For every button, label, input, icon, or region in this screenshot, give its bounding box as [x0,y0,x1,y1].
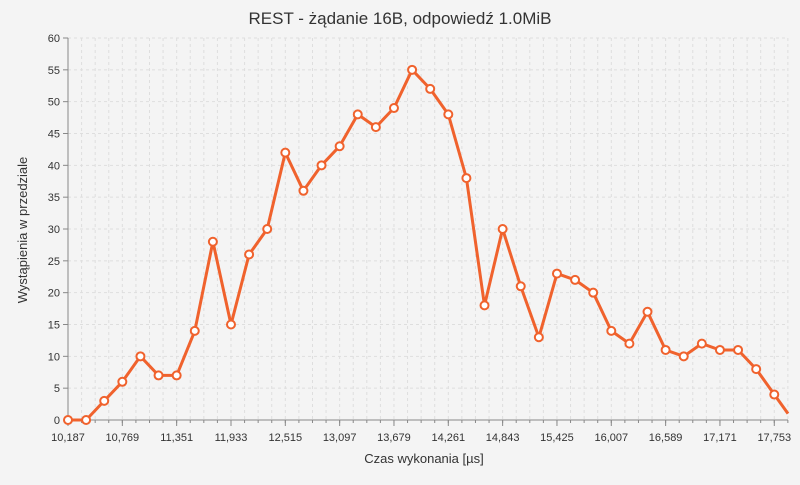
data-point [189,325,200,336]
data-point [533,332,544,343]
data-point [244,249,255,260]
data-point [570,274,581,285]
x-tick-label: 11,933 [215,432,248,444]
data-point [606,325,617,336]
data-point [153,370,164,381]
data-point [171,370,182,381]
data-point [624,338,635,349]
data-point [298,185,309,196]
x-tick-label: 13,679 [377,432,411,444]
data-point [407,64,418,75]
y-tick-label: 5 [54,383,60,395]
y-tick-label: 50 [48,97,60,109]
data-point [733,344,744,355]
data-point [334,141,345,152]
data-point [370,122,381,133]
y-tick-label: 15 [48,320,60,332]
x-tick-label: 17,171 [703,432,737,444]
chart-title: REST - żądanie 16B, odpowiedź 1.0MiB [248,9,551,28]
x-tick-label: 14,261 [431,432,465,444]
data-point [207,236,218,247]
data-point [497,224,508,234]
data-point [678,351,689,362]
data-point [714,344,725,355]
y-tick-label: 60 [48,33,60,45]
data-point [262,224,273,234]
data-point [443,109,454,120]
data-point [352,109,363,120]
data-point [551,268,562,279]
axes: 0 5 10 15 20 25 30 35 40 45 50 55 60 10,187 10,769 11,3… [48,33,791,444]
x-tick-label: 15,425 [540,432,574,444]
y-tick-label: 30 [48,224,60,236]
x-axis-label: Czas wykonania [µs] [364,451,483,466]
data-point [117,376,128,387]
y-tick-label: 45 [48,129,60,141]
data-point [588,287,599,298]
data-point [388,103,399,114]
x-tick-label: 14,843 [486,432,520,444]
data-point [425,83,436,94]
data-point [135,351,146,362]
y-tick-label: 0 [54,415,60,427]
data-point [642,306,653,317]
y-axis-label: Wystąpienia w przedziale [15,157,30,304]
y-tick-label: 55 [48,65,60,77]
x-tick-label: 12,515 [268,432,302,444]
data-point [515,281,526,292]
data-point [461,173,472,184]
data-point [280,147,291,158]
x-tick-label: 17,753 [757,432,791,444]
x-tick-label: 13,097 [323,432,357,444]
x-tick-label: 16,007 [594,432,628,444]
data-point [225,319,236,330]
x-tick-label: 16,589 [649,432,683,444]
y-tick-label: 25 [48,256,60,268]
marker-layer [63,64,780,425]
y-tick-label: 10 [48,351,60,363]
x-tick-label: 11,351 [160,432,193,444]
gridlines [67,37,789,421]
y-tick-label: 35 [48,192,60,204]
data-point [99,395,110,406]
y-tick-label: 40 [48,160,60,172]
data-point [660,344,671,355]
data-point [751,364,762,375]
y-tick-label: 20 [48,288,60,300]
x-tick-label: 10,187 [51,432,85,444]
data-point [479,300,490,311]
data-point [81,415,92,425]
data-point [696,338,707,349]
data-point [316,160,327,171]
data-point [63,415,73,425]
data-point [769,389,780,400]
x-tick-label: 10,769 [106,432,140,444]
